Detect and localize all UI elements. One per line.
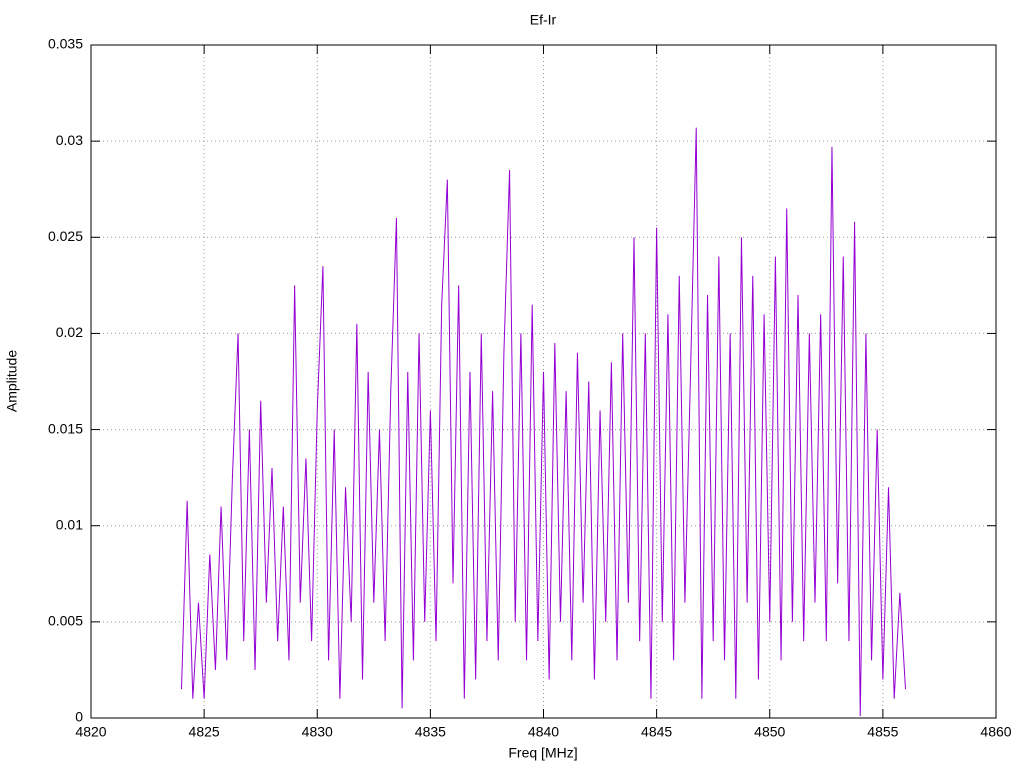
x-tick-label: 4825 <box>189 724 220 740</box>
y-tick-label: 0.03 <box>56 132 83 148</box>
y-tick-label: 0.02 <box>56 324 83 340</box>
x-tick-label: 4835 <box>415 724 446 740</box>
x-tick-label: 4845 <box>641 724 672 740</box>
y-tick-label: 0.015 <box>48 420 83 436</box>
y-tick-label: 0 <box>75 709 83 725</box>
x-tick-label: 4840 <box>528 724 559 740</box>
y-axis-label: Amplitude <box>4 350 20 412</box>
y-tick-label: 0.035 <box>48 36 83 52</box>
x-tick-label: 4820 <box>75 724 106 740</box>
x-tick-label: 4830 <box>302 724 333 740</box>
x-axis-label: Freq [MHz] <box>508 745 577 761</box>
x-tick-label: 4860 <box>980 724 1011 740</box>
data-line <box>181 127 906 717</box>
y-tick-label: 0.01 <box>56 516 83 532</box>
y-tick-label: 0.025 <box>48 228 83 244</box>
plot-area <box>181 127 906 717</box>
y-tick-label: 0.005 <box>48 613 83 629</box>
chart-title: Ef-Ir <box>530 12 557 28</box>
x-tick-label: 4850 <box>754 724 785 740</box>
x-tick-label: 4855 <box>867 724 898 740</box>
